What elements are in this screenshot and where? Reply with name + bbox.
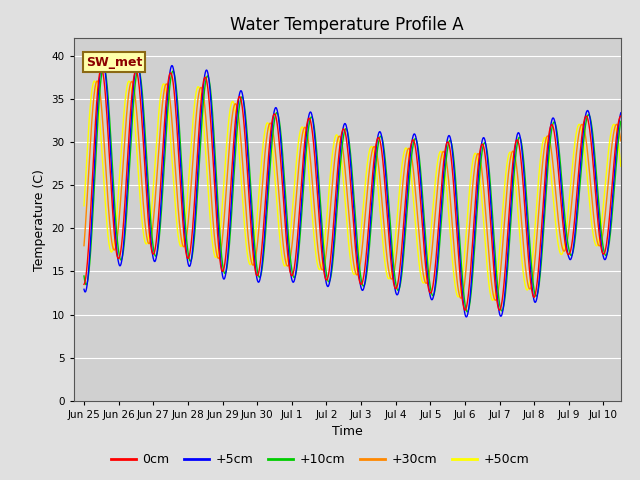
- +30cm: [173, 193, 181, 199]
- +5cm: [617, 110, 625, 116]
- +10cm: [607, 228, 614, 234]
- +30cm: [141, 224, 149, 229]
- 0cm: [80, 281, 88, 287]
- +10cm: [286, 252, 294, 258]
- +5cm: [80, 287, 88, 292]
- Line: +5cm: +5cm: [84, 60, 621, 317]
- +50cm: [173, 226, 181, 231]
- +5cm: [141, 150, 149, 156]
- Title: Water Temperature Profile A: Water Temperature Profile A: [230, 16, 464, 34]
- +30cm: [549, 159, 557, 165]
- +5cm: [173, 105, 181, 111]
- +30cm: [617, 138, 625, 144]
- +5cm: [286, 265, 294, 271]
- +10cm: [310, 119, 317, 124]
- +10cm: [549, 121, 557, 127]
- +5cm: [607, 220, 614, 226]
- +50cm: [607, 132, 614, 138]
- +5cm: [549, 115, 557, 121]
- 0cm: [173, 130, 181, 135]
- +30cm: [80, 243, 88, 249]
- +10cm: [100, 64, 108, 70]
- X-axis label: Time: Time: [332, 425, 363, 438]
- Line: +50cm: +50cm: [84, 81, 621, 300]
- +10cm: [80, 273, 88, 279]
- +30cm: [492, 298, 499, 303]
- 0cm: [549, 123, 557, 129]
- +30cm: [93, 78, 101, 84]
- Legend: 0cm, +5cm, +10cm, +30cm, +50cm: 0cm, +5cm, +10cm, +30cm, +50cm: [106, 448, 534, 471]
- +5cm: [463, 314, 470, 320]
- 0cm: [97, 66, 105, 72]
- Y-axis label: Temperature (C): Temperature (C): [33, 168, 46, 271]
- +50cm: [617, 163, 625, 169]
- Line: 0cm: 0cm: [84, 69, 621, 310]
- +50cm: [489, 298, 497, 303]
- +10cm: [617, 119, 625, 124]
- 0cm: [496, 307, 504, 313]
- 0cm: [310, 138, 317, 144]
- +50cm: [549, 191, 557, 196]
- Text: SW_met: SW_met: [86, 56, 142, 69]
- +30cm: [310, 192, 317, 197]
- Line: +10cm: +10cm: [84, 67, 621, 312]
- Line: +30cm: +30cm: [84, 81, 621, 300]
- +5cm: [99, 58, 106, 63]
- 0cm: [286, 269, 294, 275]
- +50cm: [90, 78, 98, 84]
- +10cm: [463, 309, 471, 315]
- 0cm: [607, 201, 614, 207]
- +30cm: [607, 155, 614, 160]
- +10cm: [173, 95, 181, 100]
- +50cm: [80, 203, 88, 209]
- +50cm: [286, 235, 294, 240]
- +5cm: [310, 120, 317, 126]
- +10cm: [141, 133, 149, 139]
- 0cm: [141, 174, 149, 180]
- 0cm: [617, 113, 625, 119]
- +30cm: [286, 257, 294, 263]
- +50cm: [141, 240, 149, 246]
- +50cm: [310, 226, 317, 232]
